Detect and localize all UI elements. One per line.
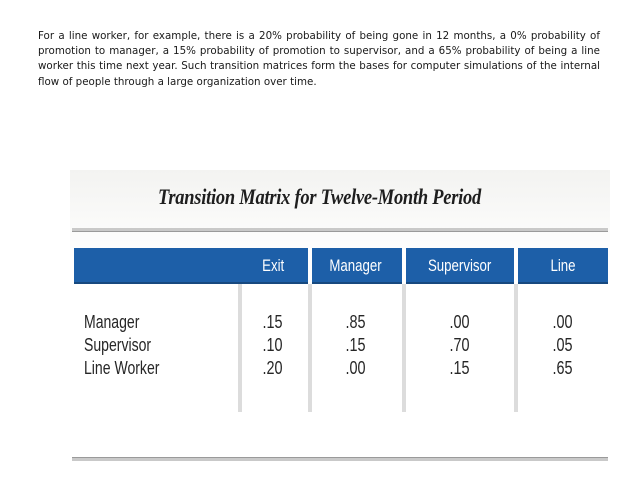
row-label-supervisor: Supervisor (84, 335, 152, 355)
body-paragraph: For a line worker, for example, there is… (38, 30, 600, 88)
column-header-supervisor: Supervisor (428, 256, 492, 275)
row-label-line-worker: Line Worker (84, 358, 160, 378)
table-cell: .15 (345, 335, 367, 355)
transition-matrix-figure: Transition Matrix for Twelve-Month Perio… (70, 170, 610, 470)
table-cell: .05 (552, 335, 574, 355)
column-divider (308, 284, 312, 412)
column-divider (402, 284, 406, 412)
column-divider (514, 248, 518, 284)
table-cell: .15 (262, 312, 284, 332)
table-cell: .70 (449, 335, 471, 355)
column-divider (238, 284, 242, 412)
column-divider (402, 248, 406, 284)
table-header-row: Exit Manager Supervisor Line Worker (74, 248, 608, 311)
top-rule (72, 228, 608, 232)
column-header-manager: Manager (329, 256, 383, 275)
table-cell: .00 (449, 312, 471, 332)
table-cell: .85 (345, 312, 367, 332)
bottom-rule (72, 457, 608, 461)
table-cell: .10 (262, 335, 284, 355)
table-title: Transition Matrix for Twelve-Month Perio… (158, 184, 482, 209)
column-header-exit: Exit (261, 256, 285, 275)
column-header-line-worker: Line Worker (542, 256, 584, 311)
column-divider (514, 284, 518, 412)
row-label-manager: Manager (84, 312, 140, 332)
table-cell: .00 (345, 358, 367, 378)
table-body: Manager .15 .85 .00 .00 Supervisor .10 .… (74, 284, 608, 412)
table-cell: .20 (262, 358, 284, 378)
column-divider (308, 248, 312, 284)
table-cell: .65 (552, 358, 574, 378)
table-cell: .00 (552, 312, 574, 332)
table-cell: .15 (449, 358, 471, 378)
